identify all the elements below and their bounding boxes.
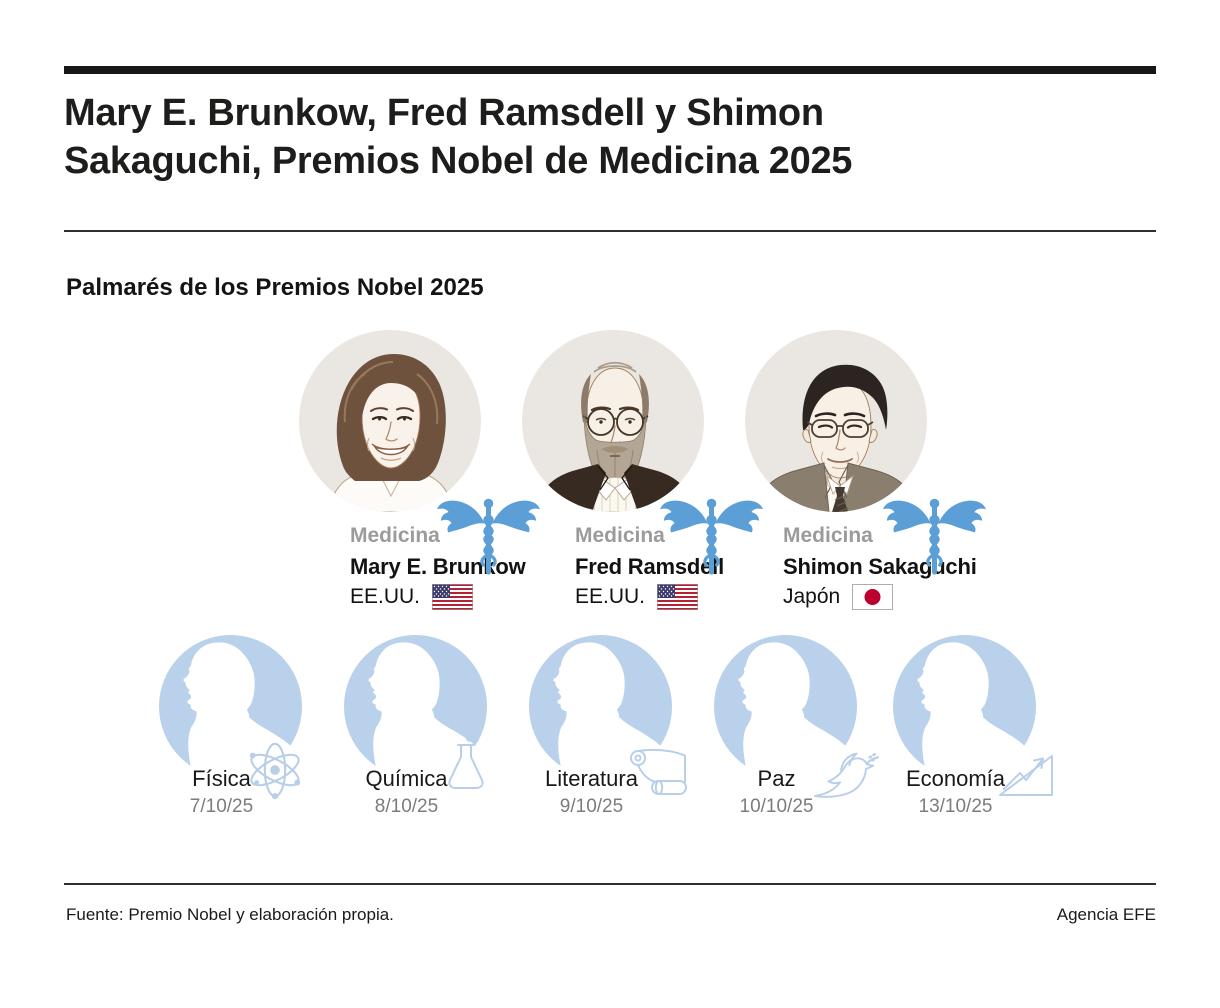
laureate-country: EE.UU.: [350, 584, 473, 610]
laureate-category: Medicina: [783, 524, 873, 547]
source-note: Fuente: Premio Nobel y elaboración propi…: [66, 905, 394, 924]
title-line-1: Mary E. Brunkow, Fred Ramsdell y Shimon: [64, 92, 824, 134]
country-label: Japón: [783, 585, 841, 608]
portrait-mary-brunkow: [299, 330, 481, 512]
chart-up-icon: [999, 755, 1053, 796]
prize-category: Economía: [905, 766, 1006, 791]
section-subtitle: Palmarés de los Premios Nobel 2025: [66, 274, 484, 301]
laureate-country: Japón: [783, 584, 893, 610]
upcoming-prize-economia: Economía 13/10/25: [893, 635, 1053, 835]
upcoming-prize-fisica: Física 7/10/25: [159, 635, 302, 835]
footer-divider: [64, 883, 1156, 885]
laureate-card-fred-ramsdell: Medicina Fred Ramsdell EE.UU.: [522, 330, 774, 622]
country-label: EE.UU.: [575, 585, 646, 608]
laureate-card-mary-brunkow: Medicina Mary E. Brunkow EE.UU.: [299, 330, 551, 622]
title-line-2: Sakaguchi, Premios Nobel de Medicina 202…: [64, 140, 853, 182]
scroll-icon: [630, 748, 687, 795]
upcoming-prize-literatura: Literatura 9/10/25: [529, 635, 687, 835]
upcoming-prize-paz: Paz 10/10/25: [714, 635, 879, 835]
country-label: EE.UU.: [350, 585, 421, 608]
upcoming-prize-quimica: Química 8/10/25: [344, 635, 487, 835]
laureate-card-shimon-sakaguchi: Medicina Shimon Sakaguchi Japón: [745, 330, 997, 622]
laureate-name: Fred Ramsdell: [575, 554, 725, 579]
prize-date: 9/10/25: [559, 796, 624, 817]
laureate-category: Medicina: [575, 524, 665, 547]
prize-date: 7/10/25: [189, 796, 254, 817]
flask-icon: [448, 733, 484, 789]
caduceus-icon: [658, 491, 765, 591]
page-title: Mary E. Brunkow, Fred Ramsdell y Shimon …: [64, 89, 1074, 185]
caduceus-icon: [435, 491, 542, 591]
prize-category: Literatura: [545, 766, 638, 791]
prize-category: Física: [192, 766, 251, 791]
portrait-shimon-sakaguchi: [745, 330, 927, 512]
prize-category: Química: [365, 766, 448, 791]
laureate-name: Mary E. Brunkow: [350, 554, 526, 579]
laureate-category: Medicina: [350, 524, 440, 547]
prize-date: 10/10/25: [739, 796, 814, 817]
agency-credit: Agencia EFE: [1056, 905, 1156, 924]
laureate-name: Shimon Sakaguchi: [783, 554, 977, 579]
caduceus-icon: [881, 491, 988, 591]
atom-icon: [249, 742, 301, 800]
title-divider: [64, 230, 1156, 232]
prize-date: 13/10/25: [918, 796, 993, 817]
laureate-country: EE.UU.: [575, 584, 698, 610]
prize-category: Paz: [757, 766, 796, 791]
dove-icon: [813, 752, 879, 798]
top-rule: [64, 66, 1156, 74]
prize-date: 8/10/25: [374, 796, 439, 817]
portrait-fred-ramsdell: [522, 330, 704, 512]
